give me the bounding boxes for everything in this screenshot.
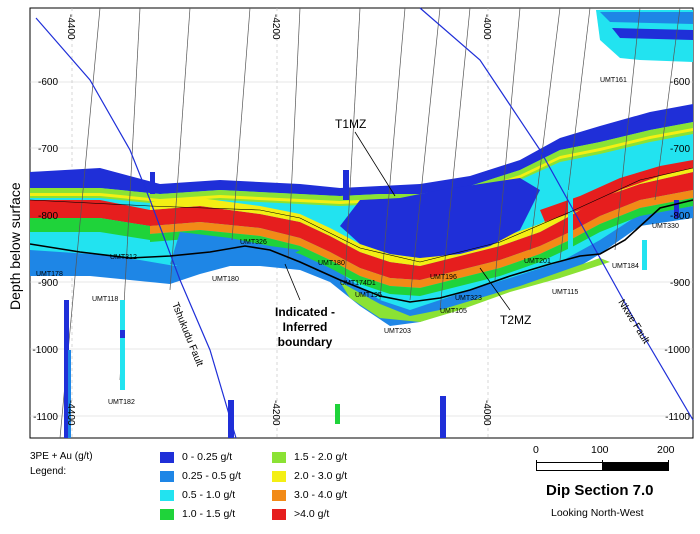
easting-tick: -4000 [481,14,492,40]
y-axis-title: Depth below surface [7,182,23,310]
t2mz-outline [29,167,694,263]
scale-segment-white [536,462,604,471]
drillhole-label: UMT203 [384,328,411,335]
scale-tick [536,460,537,471]
bottom-easting-tick-labels: -4400 -4200 -4000 [65,400,492,426]
easting-tick: -4400 [65,400,76,426]
easting-tick: -4000 [481,400,492,426]
legend-subheading: Legend: [30,466,67,477]
drillhole-label: UMT115 [552,289,578,296]
drillhole-label: UMT182 [108,399,135,406]
drillhole-label: UMT178 [36,271,63,278]
scale-label: 0 [533,444,539,456]
depth-tick: -1000 [32,345,58,356]
legend-label: 2.0 - 3.0 g/t [294,470,348,482]
depth-tick: -900 [38,278,58,289]
legend-swatch [272,471,286,482]
easting-tick: -4200 [270,400,281,426]
easting-tick: -4200 [270,14,281,40]
leader-lines [284,131,511,311]
scale-tick [602,460,603,471]
boundary-label-line: Indicated - [275,305,335,319]
drillhole-label: UMT330 [652,223,679,230]
drillhole-label: UMT201 [524,258,551,265]
legend-label: >4.0 g/t [294,508,330,520]
legend-label: 1.5 - 2.0 g/t [294,451,348,463]
legend-label: 0.5 - 1.0 g/t [182,489,236,501]
right-depth-tick: -600 [670,77,690,88]
right-depth-tick: -800 [670,211,690,222]
depth-tick: -600 [38,77,58,88]
right-depth-tick: -1100 [665,412,690,423]
drillhole-label: UMT195 [355,292,382,299]
scale-segment-black [602,462,669,471]
right-depth-tick: -700 [670,144,690,155]
drillhole-label: UMT180 [212,276,239,283]
boundary-label-line: boundary [278,335,333,349]
legend-swatch [160,452,174,463]
boundary-label-line: Inferred [283,320,328,334]
right-depth-tick: -900 [670,278,690,289]
legend-swatch [272,452,286,463]
right-depth-tick: -1000 [664,345,690,356]
fault-lines [35,7,694,439]
legend-heading: 3PE + Au (g/t) [30,451,93,462]
legend-label: 0 - 0.25 g/t [182,451,233,463]
indicated-inferred-boundary-line [29,199,694,303]
legend-swatch [272,509,286,520]
legend-swatch [160,509,174,520]
drillhole-label: UMT180 [318,260,345,267]
legend-label: 0.25 - 0.5 g/t [182,470,241,482]
drillhole-label: UMT174D1 [340,280,376,287]
drillhole-label: UMT161 [600,77,627,84]
legend-label: 3.0 - 4.0 g/t [294,489,348,501]
depth-tick: -800 [38,211,58,222]
right-depth-tick-labels: -600 -700 -800 -900 -1000 -1100 [664,77,690,423]
legend-swatch [272,490,286,501]
section-subtitle: Looking North-West [551,507,644,519]
drillhole-label: UMT118 [92,296,118,303]
drillhole-label: UMT196 [430,274,457,281]
top-easting-tick-labels: -4400 -4200 -4000 [65,14,492,40]
scale-label: 100 [591,444,609,456]
depth-tick-labels: -600 -700 -800 -900 -1000 -1100 [32,77,58,423]
legend-label: 1.0 - 1.5 g/t [182,508,236,520]
drillhole-label: UMT184 [612,263,639,270]
dip-section-diagram: -600 -700 -800 -900 -1000 -1100 -600 -70… [7,7,694,439]
zone-label-t2mz: T2MZ [500,313,531,327]
section-title: Dip Section 7.0 [546,482,654,499]
drillhole-label: UMT105 [440,308,467,315]
easting-tick: -4400 [65,14,76,40]
legend-swatch [160,490,174,501]
zone-label-t1mz: T1MZ [335,117,366,131]
scale-label: 200 [657,444,675,456]
upper-right-block [596,10,693,62]
legend-swatch [160,471,174,482]
depth-tick: -700 [38,144,58,155]
drillhole-labels: UMT161 UMT330 UMT184 UMT201 UMT196 UMT32… [36,77,679,406]
drillhole-label: UMT312 [110,254,137,261]
depth-tick: -1100 [33,412,58,423]
drillhole-label: UMT323 [455,295,482,302]
drillhole-label: UMT326 [240,239,267,246]
scale-tick [668,460,669,471]
boundary-label: Indicated - Inferred boundary [275,305,335,349]
